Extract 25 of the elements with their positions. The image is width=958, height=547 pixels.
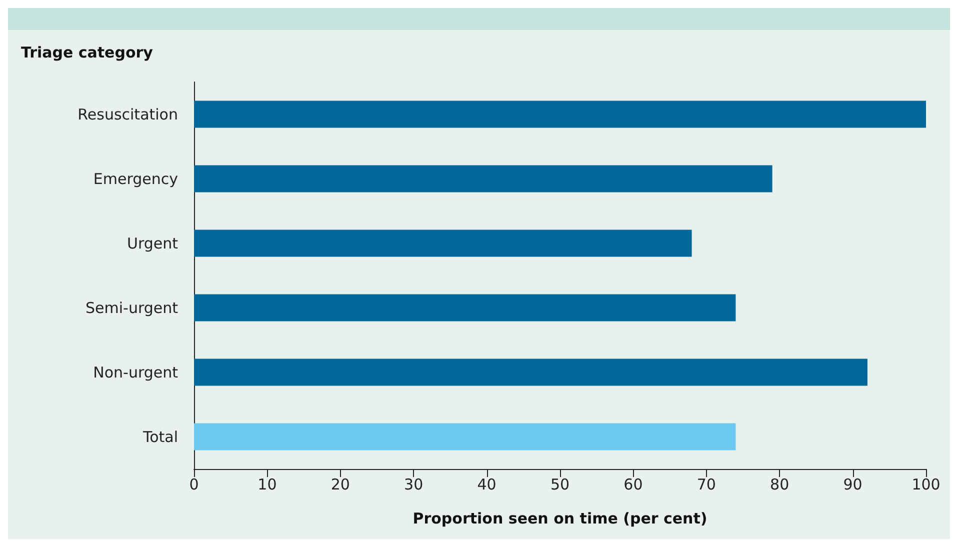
x-tick-label: 90 [843,476,862,494]
y-tick-label: Resuscitation [78,105,178,124]
x-tick-label: 50 [550,476,570,494]
y-tick-label: Total [142,428,178,446]
bar [194,423,736,450]
y-tick-label: Urgent [126,234,178,252]
bar [194,358,868,386]
x-tick-label: 70 [696,476,716,494]
x-tick-label: 80 [770,476,790,494]
x-tick-label: 60 [624,476,643,494]
x-axis-title: Proportion seen on time (per cent) [412,510,708,528]
x-tick-label: 40 [477,476,496,494]
y-tick-label: Semi-urgent [86,298,178,317]
y-tick-label: Non-urgent [93,363,178,382]
x-tick-label: 30 [404,476,424,494]
x-tick-label: 100 [912,476,940,494]
bar [194,230,692,257]
bar [194,165,772,192]
x-tick-label: 20 [330,476,350,494]
y-axis-title: Triage category [21,44,154,62]
bar [194,100,926,128]
bar [194,294,736,322]
y-tick-label: Emergency [93,170,178,188]
x-tick-label: 10 [258,476,277,494]
x-tick-label: 0 [189,476,199,494]
